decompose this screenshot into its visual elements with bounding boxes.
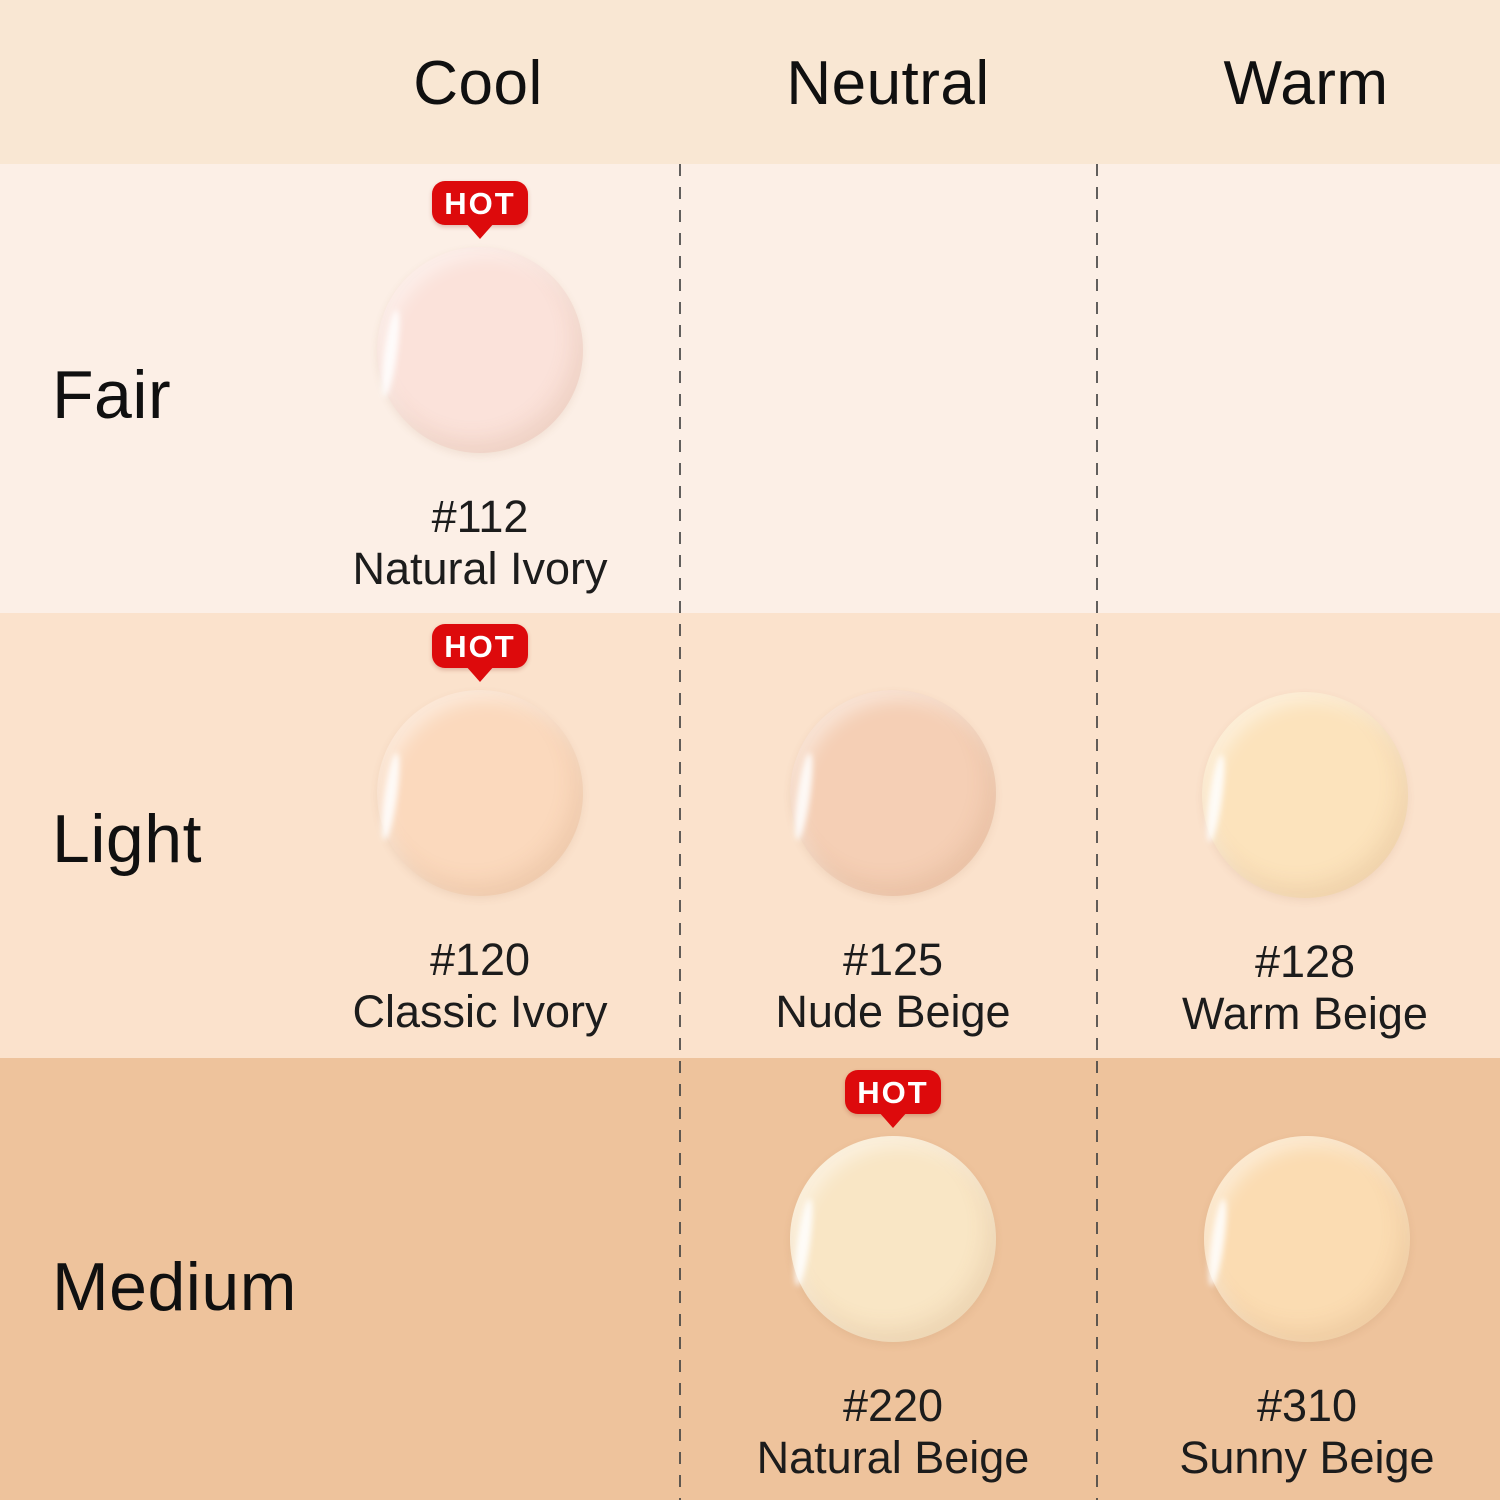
swatch-cell-128: #128 Warm Beige [1095,692,1500,1040]
shade-swatch-128 [1202,692,1408,898]
row-label-medium: Medium [52,1249,297,1325]
swatch-highlight [1202,754,1229,843]
row-label-fair: Fair [52,357,172,433]
hot-badge: HOT [432,181,528,239]
swatch-cell-120: HOT #120 Classic Ivory [270,624,690,1038]
hot-badge-label: HOT [444,185,516,221]
swatch-highlight [790,1198,817,1287]
shade-code: #112 [431,491,529,542]
shade-code: #310 [1256,1380,1358,1431]
fair-row-band [0,164,1500,613]
header-band [0,0,1500,164]
hot-badge: HOT [432,624,528,682]
hot-badge-label: HOT [857,1074,929,1110]
column-header-warm: Warm [1223,49,1389,118]
column-divider-cool-neutral [679,164,681,1500]
shade-name: Natural Beige [756,1432,1030,1484]
column-header-cool: Cool [413,49,543,118]
column-header-neutral: Neutral [786,49,990,118]
swatch-highlight [377,752,404,841]
shade-swatch-220: HOT [790,1070,996,1342]
row-label-light: Light [52,801,202,877]
hot-badge-label: HOT [444,628,516,664]
shade-swatch-125 [790,690,996,896]
swatch-highlight [790,752,817,841]
shade-name: Sunny Beige [1179,1432,1435,1484]
hot-badge: HOT [845,1070,941,1128]
swatch-cell-112: HOT #112 Natural Ivory [270,181,690,595]
shade-code: #128 [1254,936,1356,987]
swatch-cell-310: #310 Sunny Beige [1097,1136,1500,1484]
shade-code: #125 [842,934,944,985]
shade-name: Warm Beige [1182,988,1428,1040]
shade-swatch-112: HOT [377,181,583,453]
shade-swatch-310 [1204,1136,1410,1342]
shade-code: #120 [429,934,531,985]
swatch-cell-125: #125 Nude Beige [683,690,1103,1038]
shade-name: Classic Ivory [352,986,608,1038]
shade-swatch-120: HOT [377,624,583,896]
shade-name: Nude Beige [775,986,1011,1038]
swatch-cell-220: HOT #220 Natural Beige [683,1070,1103,1484]
shade-name: Natural Ivory [352,543,608,595]
shade-code: #220 [842,1380,944,1431]
swatch-highlight [377,309,404,398]
swatch-highlight [1204,1198,1231,1287]
column-divider-neutral-warm [1096,164,1098,1500]
